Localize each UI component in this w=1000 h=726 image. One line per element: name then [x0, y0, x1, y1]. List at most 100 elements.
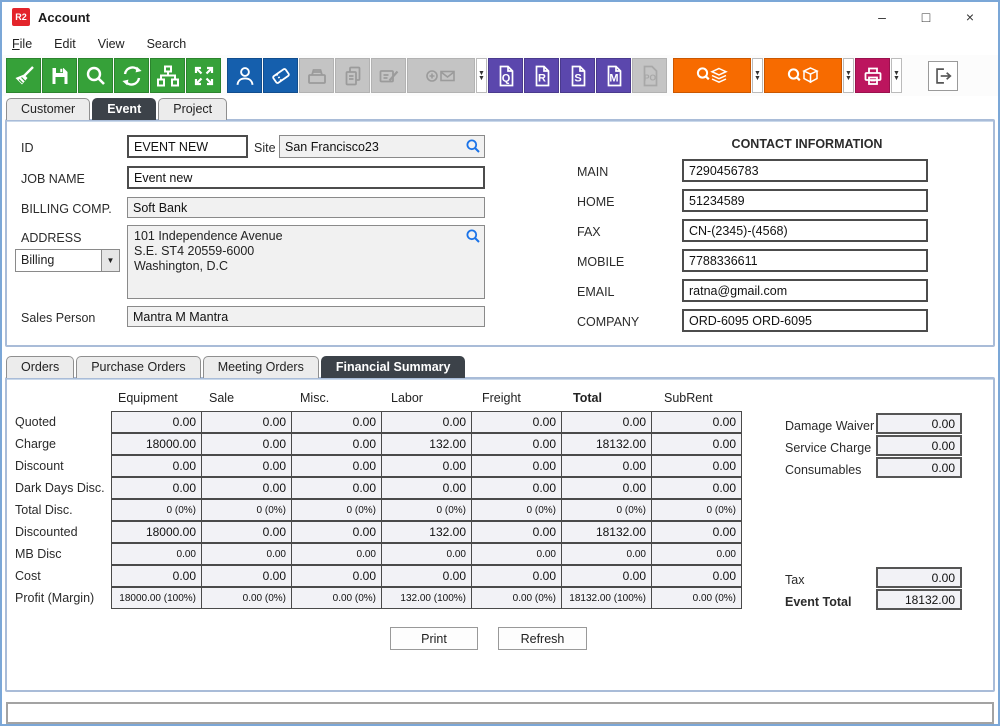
search-orders-button[interactable] [673, 58, 751, 93]
window-title: Account [38, 9, 90, 25]
menu-search[interactable]: Search [146, 36, 187, 51]
menu-edit[interactable]: Edit [54, 36, 76, 51]
tax-input[interactable] [876, 567, 962, 588]
search-items-button[interactable] [764, 58, 842, 93]
save-button[interactable] [42, 58, 77, 93]
id-input[interactable] [127, 135, 248, 158]
mobile-input[interactable] [682, 249, 928, 272]
col-freight: Freight [482, 391, 521, 405]
exit-button[interactable] [928, 60, 958, 91]
tab-purchase-orders[interactable]: Purchase Orders [76, 356, 201, 378]
menu-file[interactable]: File [12, 36, 33, 51]
search-button[interactable] [78, 58, 113, 93]
refresh-button-bottom[interactable]: Refresh [498, 627, 587, 650]
table-cell: 0.00 [471, 477, 562, 499]
job-name-input[interactable] [127, 166, 485, 189]
search-orders-dropdown[interactable]: ▼ ▼ [752, 58, 763, 93]
tab-financial-summary[interactable]: Financial Summary [320, 356, 466, 378]
table-cell: 0.00 [381, 455, 472, 477]
damage-waiver-label: Damage Waiver [785, 419, 875, 433]
table-cell: 0.00 [291, 411, 382, 433]
company-input[interactable] [682, 309, 928, 332]
minimize-button[interactable]: – [878, 9, 886, 25]
tab-customer[interactable]: Customer [6, 98, 91, 120]
site-input[interactable] [279, 135, 485, 158]
fax-input[interactable] [682, 219, 928, 242]
svg-text:M: M [609, 72, 618, 84]
po-doc-icon: PO [638, 64, 662, 88]
home-phone-input[interactable] [682, 189, 928, 212]
ticket-button[interactable] [263, 58, 298, 93]
row-label: Total Disc. [15, 503, 73, 517]
table-cell: 0.00 [201, 433, 292, 455]
table-cell: 0.00 [651, 411, 742, 433]
id-label: ID [21, 141, 34, 155]
table-cell: 0.00 [111, 543, 202, 565]
tab-orders[interactable]: Orders [6, 356, 75, 378]
tab-event[interactable]: Event [92, 98, 157, 120]
tab-meeting-orders[interactable]: Meeting Orders [202, 356, 319, 378]
tab-project[interactable]: Project [158, 98, 228, 120]
app-logo-icon: R2 [12, 8, 30, 26]
damage-waiver-input[interactable] [876, 413, 962, 434]
table-cell: 0.00 (0%) [201, 587, 292, 609]
company-label: COMPANY [577, 315, 640, 329]
address-label: ADDRESS [21, 231, 82, 245]
add-mail-dropdown[interactable]: ▼ ▼ [476, 58, 487, 93]
print-button[interactable]: Print [390, 627, 478, 650]
quote-doc-button[interactable]: Q [488, 58, 523, 93]
event-total-input[interactable] [876, 589, 962, 610]
address-textarea[interactable]: 101 Independence Avenue S.E. ST4 20559-6… [127, 225, 485, 299]
table-cell: 0 (0%) [201, 499, 292, 521]
meeting-doc-button[interactable]: M [596, 58, 631, 93]
table-cell: 0 (0%) [291, 499, 382, 521]
address-search-icon[interactable] [465, 228, 481, 244]
col-subrent: SubRent [664, 391, 713, 405]
table-cell: 0.00 [291, 521, 382, 543]
site-search-icon[interactable] [465, 138, 481, 154]
table-cell: 0.00 [651, 433, 742, 455]
table-cell: 0.00 [201, 411, 292, 433]
person-icon [233, 64, 257, 88]
reservation-doc-button[interactable]: R [524, 58, 559, 93]
table-cell: 18000.00 [111, 521, 202, 543]
sales-person-input[interactable] [127, 306, 485, 327]
refresh-button[interactable] [114, 58, 149, 93]
menu-view[interactable]: View [97, 36, 125, 51]
billing-company-input[interactable] [127, 197, 485, 218]
table-cell: 0.00 [651, 521, 742, 543]
sale-doc-button[interactable]: S [560, 58, 595, 93]
maximize-button[interactable]: □ [921, 9, 931, 25]
printer-icon [861, 64, 885, 88]
col-labor: Labor [391, 391, 423, 405]
home-label: HOME [577, 195, 615, 209]
row-label: Charge [15, 437, 56, 451]
print-button-toolbar[interactable] [855, 58, 890, 93]
table-cell: 0.00 [111, 455, 202, 477]
table-cell: 18132.00 (100%) [561, 587, 652, 609]
hierarchy-button[interactable] [150, 58, 185, 93]
address-type-value: Billing [21, 253, 55, 267]
expand-button[interactable] [186, 58, 221, 93]
ticket-icon [269, 64, 293, 88]
close-button[interactable]: × [965, 9, 975, 25]
table-cell: 0.00 [291, 543, 382, 565]
table-cell: 0.00 [471, 411, 562, 433]
service-charge-input[interactable] [876, 435, 962, 456]
contact-button[interactable] [227, 58, 262, 93]
chevron-down-icon[interactable]: ▼ [101, 250, 119, 271]
consumables-input[interactable] [876, 457, 962, 478]
clear-button[interactable] [6, 58, 41, 93]
email-input[interactable] [682, 279, 928, 302]
email-label: EMAIL [577, 285, 615, 299]
address-type-combo[interactable]: Billing ▼ [15, 249, 120, 272]
search-items-dropdown[interactable]: ▼ ▼ [843, 58, 854, 93]
table-cell: 0.00 [201, 521, 292, 543]
financial-row: MB Disc 0.00 0.00 0.00 0.00 0.00 0.00 0.00 [15, 543, 742, 565]
toolbar: ▼ ▼ Q R S M PO ▼ ▼ ▼ ▼ ▼ ▼ [2, 55, 998, 96]
mobile-label: MOBILE [577, 255, 625, 269]
title-bar: R2 Account – □ × [2, 2, 998, 32]
main-phone-input[interactable] [682, 159, 928, 182]
print-dropdown[interactable]: ▼ ▼ [891, 58, 902, 93]
